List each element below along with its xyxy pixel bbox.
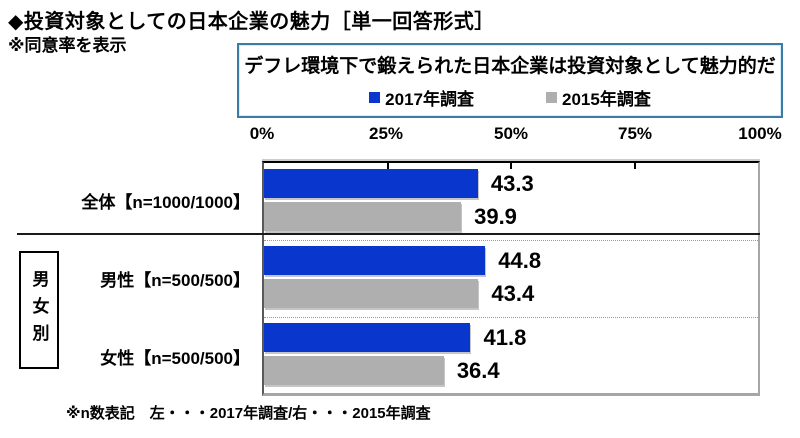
page-subtitle: ※同意率を表示: [8, 36, 127, 55]
bar-female-2015: 36.4: [264, 356, 500, 385]
category-separator-dotted: [264, 240, 758, 241]
category-label-total: 全体【n=1000/1000】: [81, 192, 250, 212]
question-text: デフレ環境下で鍛えられた日本企業は投資対象として魅力的だ: [244, 56, 776, 77]
gender-group-box: 男女別: [19, 251, 59, 369]
x-axis-tick-label-75: 75%: [617, 124, 653, 143]
value-label-total-2015: 39.9: [474, 204, 517, 229]
page-title: ◆投資対象としての日本企業の魅力［単一回答形式］: [8, 11, 495, 33]
category-row-male: 44.8 43.4: [264, 240, 758, 317]
category-row-female: 41.8 36.4: [264, 317, 758, 394]
bar-total-2017: 43.3: [264, 169, 534, 198]
category-separator-dotted: [264, 317, 758, 318]
x-axis-tick-label-50: 50%: [493, 124, 529, 143]
value-label-female-2015: 36.4: [456, 358, 500, 383]
question-box: デフレ環境下で鍛えられた日本企業は投資対象として魅力的だ 2017年調査 201…: [237, 43, 783, 118]
total-vs-gender-divider: [17, 233, 760, 235]
x-axis-tick-mark-50: [510, 163, 512, 169]
legend-label-2015: 2015年調査: [562, 90, 651, 109]
value-label-male-2017: 44.8: [498, 248, 542, 273]
x-axis-tick-mark-25: [386, 163, 389, 169]
category-label-female: 女性【n=500/500】: [100, 348, 250, 368]
value-label-total-2017: 43.3: [490, 171, 534, 196]
category-label-male: 男性【n=500/500】: [100, 270, 250, 290]
bar-male-2015: 43.4: [264, 279, 534, 308]
bar-total-2015: 39.9: [264, 202, 517, 231]
legend-swatch-2015-icon: [546, 92, 557, 103]
value-label-male-2015: 43.4: [491, 281, 535, 306]
bar-female-2017: 41.8: [264, 323, 526, 352]
chart-legend: 2017年調査 2015年調査: [369, 85, 651, 110]
category-row-total: 43.3 39.9: [264, 163, 758, 240]
x-axis-tick-label-0: 0%: [249, 124, 275, 143]
legend-item-2015: 2015年調査: [546, 85, 651, 110]
x-axis-tick-label-25: 25%: [368, 124, 404, 143]
legend-label-2017: 2017年調査: [385, 90, 474, 109]
plot-area: 43.3 39.9 44.8 43.4 41.8 36.4: [262, 161, 760, 396]
gender-group-label: 男女別: [29, 269, 49, 351]
legend-item-2017: 2017年調査: [369, 85, 474, 110]
bar-male-2017: 44.8: [264, 246, 541, 275]
x-axis-tick-label-100: 100%: [738, 124, 782, 143]
legend-swatch-2017-icon: [369, 92, 381, 103]
footnote: ※n数表記 左・・・2017年調査/右・・・2015年調査: [66, 405, 431, 422]
x-axis-tick-mark-75: [633, 163, 636, 169]
value-label-female-2017: 41.8: [483, 325, 527, 350]
